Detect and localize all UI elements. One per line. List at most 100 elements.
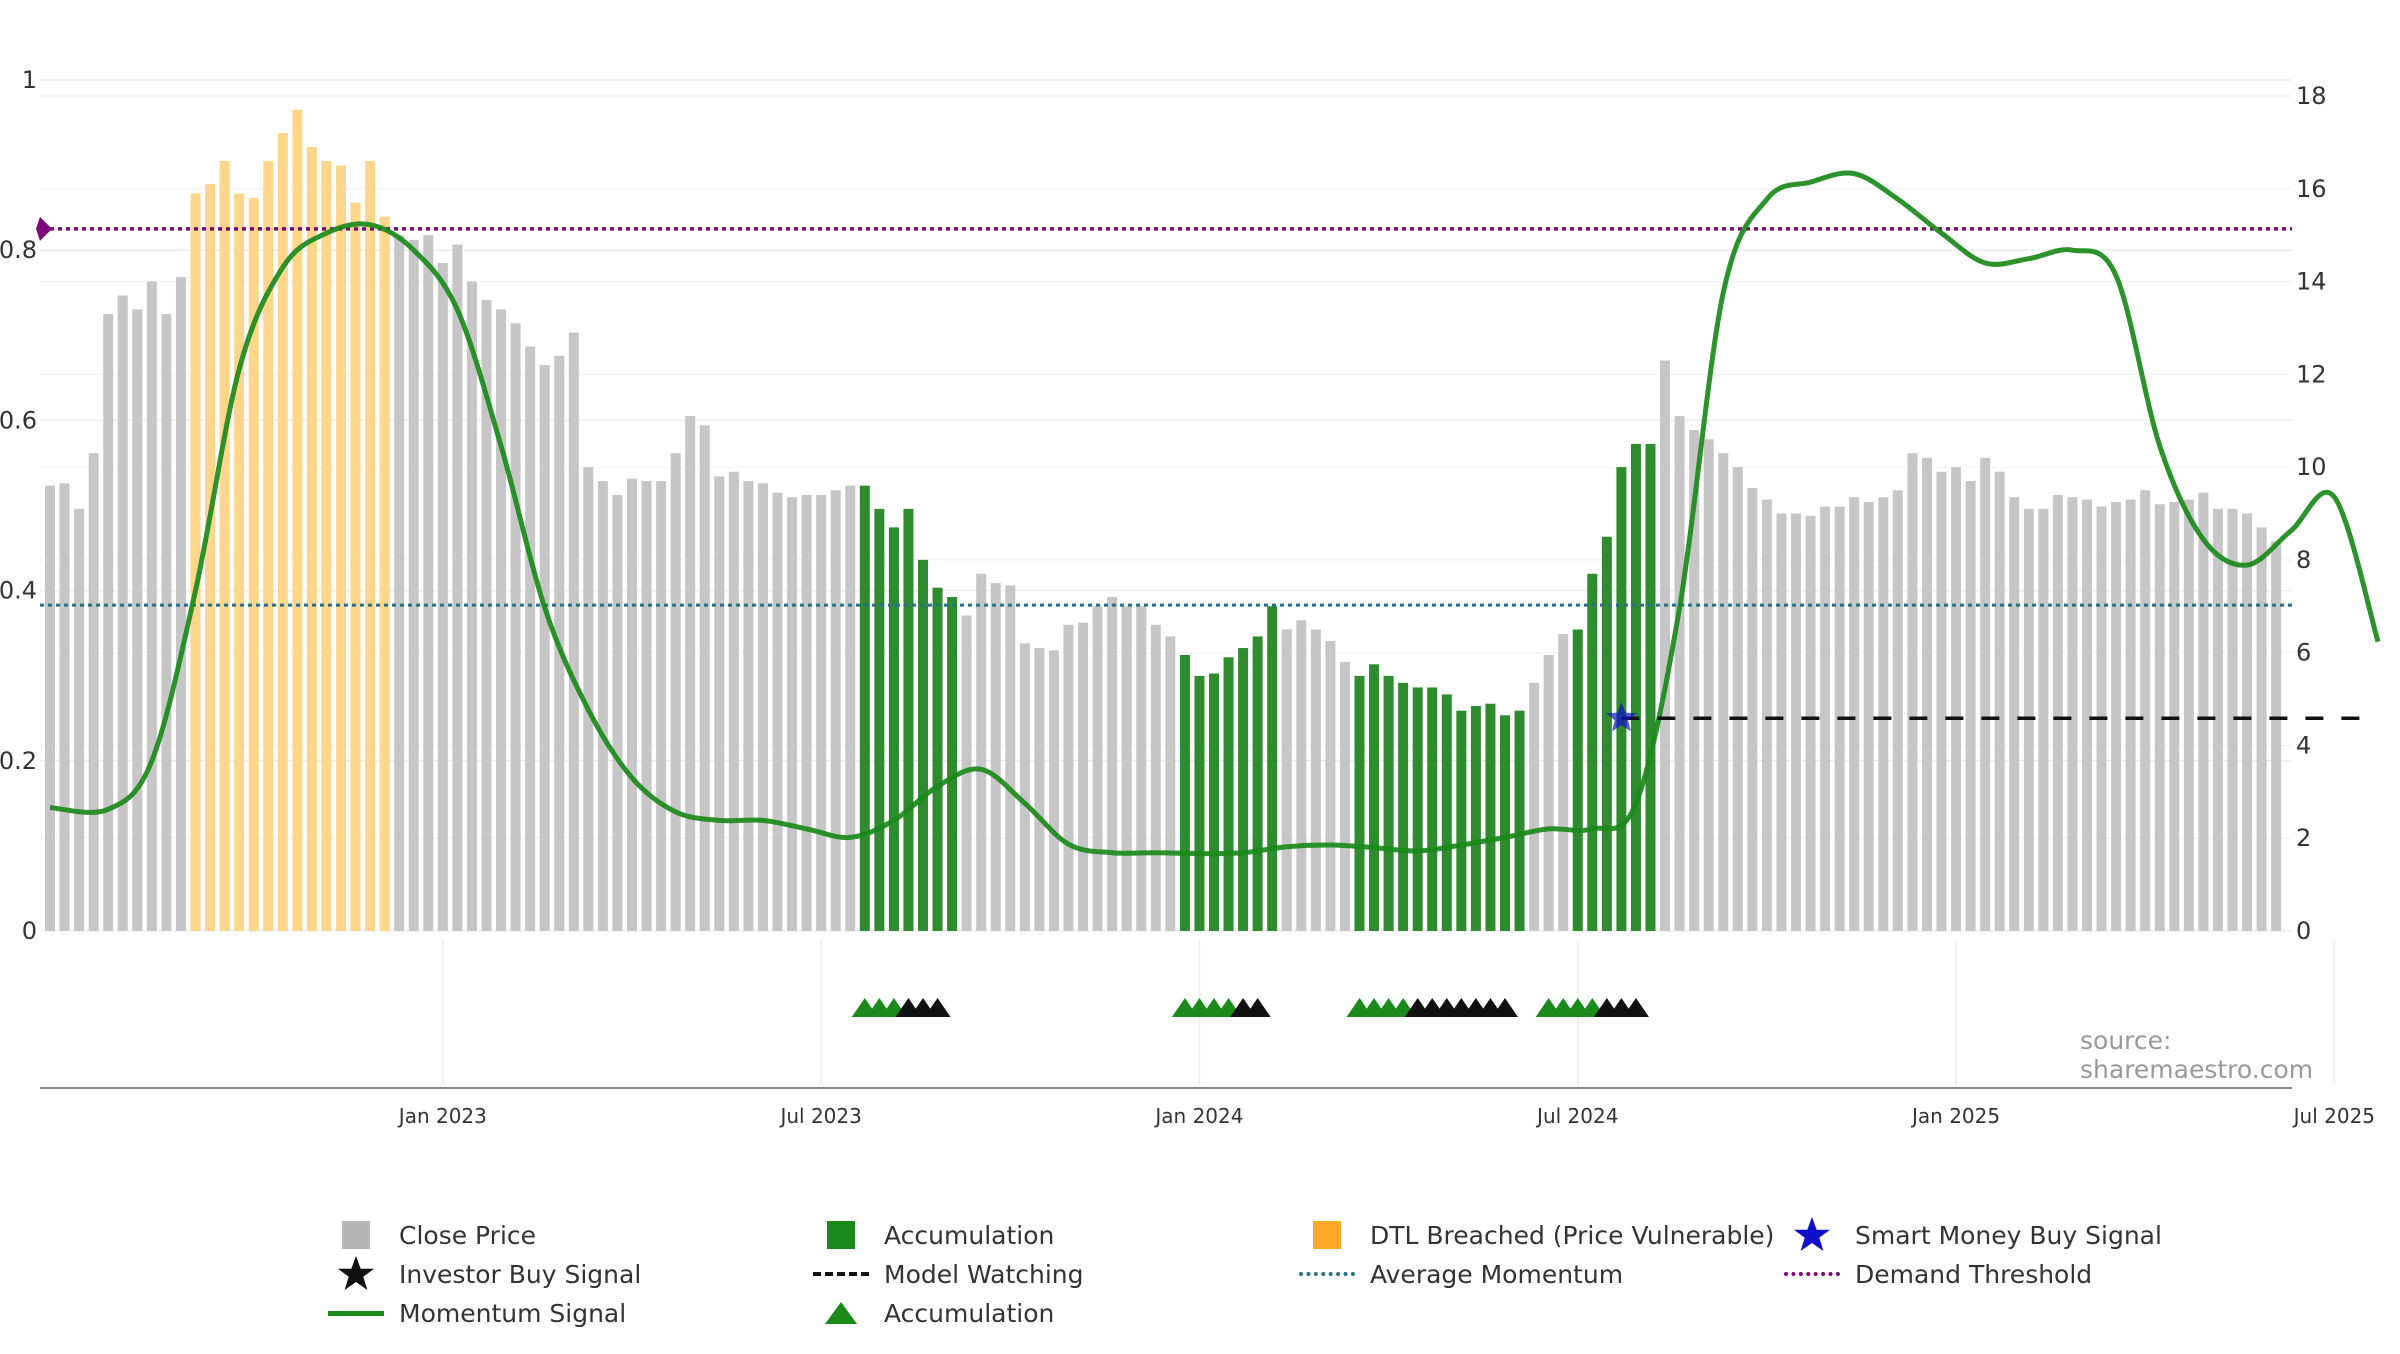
close-price-bar (1820, 506, 1831, 931)
close-price-bar (2169, 501, 2180, 931)
right-y-tick-label: 6 (2296, 639, 2311, 667)
accumulation-bar (1427, 687, 1438, 931)
x-tick-label: Jan 2025 (1910, 1104, 2000, 1128)
close-price-bar (612, 494, 623, 931)
close-price-bar (1689, 430, 1700, 931)
close-price-bar (132, 309, 143, 931)
close-price-bar (394, 235, 405, 931)
right-y-tick-label: 0 (2296, 917, 2311, 945)
dtl-breached-bar (219, 160, 230, 931)
momentum-signal-line (49, 170, 2381, 857)
close-price-bar (423, 235, 434, 931)
accumulation-bar (1616, 467, 1627, 931)
close-price-bar (2212, 508, 2223, 931)
close-price-bar (597, 481, 608, 931)
accumulation-bar (932, 587, 943, 931)
close-price-bar (1892, 490, 1903, 931)
close-price-bar (146, 281, 157, 931)
close-price-bar (88, 453, 99, 931)
close-price-bar (175, 276, 186, 932)
close-price-bar (627, 478, 637, 931)
close-price-bar (1150, 624, 1161, 931)
close-price-bar (990, 583, 1001, 931)
close-price-bar (2038, 508, 2049, 931)
close-price-bar (1078, 622, 1089, 931)
close-price-bar (1732, 467, 1743, 931)
accumulation-bar (1267, 606, 1278, 931)
accumulation-bar (1238, 648, 1249, 931)
x-tick-label: Jul 2023 (778, 1104, 861, 1128)
accumulation-bar (1398, 682, 1409, 931)
close-price-bar (1951, 467, 1962, 931)
accumulation-bar (1456, 710, 1467, 931)
close-price-bar (161, 314, 172, 931)
close-price-bar (976, 573, 987, 931)
close-price-bar (2009, 497, 2020, 931)
right-y-tick-label: 10 (2296, 453, 2327, 481)
close-price-bar (743, 481, 754, 931)
accumulation-bar (1194, 675, 1205, 931)
close-price-bar (568, 332, 579, 931)
dtl-breached-bar (336, 165, 346, 932)
left-y-tick-label: 0.6 (0, 406, 37, 434)
close-price-bar (714, 476, 725, 931)
close-price-bar (74, 508, 85, 931)
close-price-bar (1805, 515, 1816, 931)
accumulation-bar (1369, 664, 1380, 931)
close-price-bar (1776, 513, 1787, 931)
accumulation-bar (1485, 703, 1496, 931)
close-price-bar (787, 497, 798, 931)
close-price-bar (2125, 499, 2136, 931)
accumulation-bar (1412, 687, 1423, 931)
close-price-bar (830, 490, 841, 931)
close-price-bar (1310, 629, 1321, 931)
dtl-breached-bar (365, 160, 376, 931)
close-price-bar (670, 453, 681, 931)
close-price-bar (699, 425, 710, 931)
close-price-bar (641, 481, 652, 931)
close-price-bar (1660, 360, 1671, 932)
accumulation-bar (859, 485, 870, 931)
close-price-bar (539, 365, 550, 931)
close-price-bar (1718, 453, 1729, 931)
close-price-bar (685, 416, 696, 931)
close-price-bar (1921, 457, 1932, 931)
accumulation-bar (1601, 536, 1612, 931)
close-price-bar (1296, 620, 1307, 931)
close-price-bar (1761, 499, 1772, 931)
demand-threshold-marker (36, 216, 52, 241)
close-price-bar (2140, 490, 2151, 931)
close-price-bar (1703, 439, 1714, 931)
x-tick-label: Jul 2024 (1535, 1104, 1618, 1128)
close-price-bar (2227, 508, 2238, 931)
investor-signal-triangle (1244, 998, 1271, 1017)
accumulation-bar (1514, 710, 1525, 931)
x-tick-label: Jul 2025 (2292, 1104, 2375, 1128)
close-price-bar (656, 481, 667, 931)
accumulation-bar (1383, 675, 1394, 931)
close-price-bar (45, 485, 55, 931)
accumulation-bar (1630, 443, 1641, 931)
close-price-bar (2271, 541, 2282, 931)
right-y-tick-label: 12 (2296, 360, 2327, 388)
accumulation-bar (918, 559, 928, 931)
accumulation-bar (1572, 629, 1583, 931)
close-price-bar (1791, 513, 1801, 931)
accumulation-bar (1209, 673, 1219, 931)
close-price-bar (1558, 634, 1569, 931)
dtl-breached-bar (234, 193, 245, 931)
close-price-bar (117, 295, 128, 931)
close-price-bar (1034, 648, 1045, 931)
close-price-bar (1674, 416, 1685, 931)
dtl-breached-bar (190, 193, 201, 931)
close-price-bar (961, 615, 972, 931)
investor-signal-triangle (924, 998, 951, 1017)
close-price-bar (1005, 585, 1016, 931)
close-price-bar (1339, 661, 1350, 931)
left-y-tick-label: 0.4 (0, 577, 37, 605)
dtl-breached-bar (277, 133, 288, 932)
close-price-bar (1136, 606, 1147, 931)
x-tick-label: Jan 2023 (397, 1104, 487, 1128)
